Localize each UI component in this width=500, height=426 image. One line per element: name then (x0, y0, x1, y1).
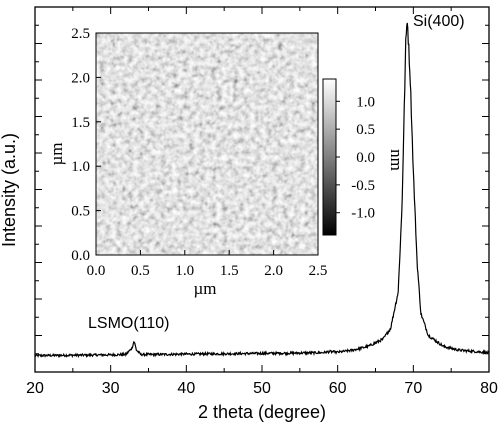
main-x-tick-label: 50 (253, 380, 271, 397)
main-x-tick-label: 20 (26, 380, 44, 397)
colorbar-tick-label: 0.0 (356, 150, 375, 166)
main-x-tick-label: 30 (102, 380, 120, 397)
colorbar-ticks: 1.0 0.5 0.0 -0.5 -1.0 (336, 94, 375, 222)
inset-x-label: µm (193, 279, 216, 298)
inset-x-tick-label: 1.0 (175, 263, 194, 279)
afm-image-frame (95, 32, 319, 256)
inset-x-tick-label: 2.0 (264, 263, 283, 279)
inset-y-tick-label: 0.0 (71, 248, 90, 264)
inset-x-tick-label: 2.5 (309, 263, 328, 279)
main-x-tick-label: 80 (480, 380, 498, 397)
inset-y-tick-label: 1.5 (71, 115, 90, 131)
afm-image (96, 33, 318, 255)
inset-x-tick-label: 0.5 (131, 263, 150, 279)
annotation-lsmo: LSMO(110) (88, 315, 170, 332)
colorbar-tick-label: -0.5 (351, 178, 375, 194)
main-x-tick-label: 70 (404, 380, 422, 397)
main-plot: 20 30 40 50 60 70 80 2 theta (degree) Intensit… (0, 6, 498, 422)
colorbar-tick-label: 1.0 (356, 94, 375, 110)
colorbar-label: nm (387, 149, 406, 171)
main-x-label: 2 theta (degree) (198, 402, 326, 422)
main-y-ticks (35, 6, 489, 373)
main-x-ticks: 20 30 40 50 60 70 80 (26, 7, 498, 397)
main-x-tick-label: 40 (177, 380, 195, 397)
inset-y-tick-label: 2.0 (71, 70, 90, 86)
inset-x-tick-label: 1.5 (220, 263, 239, 279)
inset-x-tick-label: 0.0 (87, 263, 106, 279)
inset-y-tick-label: 2.5 (71, 26, 90, 42)
xrd-line (34, 22, 490, 359)
annotation-si: Si(400) (413, 13, 465, 30)
colorbar-tick-label: -1.0 (351, 206, 375, 222)
main-y-label: Intensity (a.u.) (0, 133, 19, 247)
inset-y-tick-label: 0.5 (71, 204, 90, 220)
afm-inset: 0.0 0.5 1.0 1.5 2.0 2.5 0.0 0.5 1.0 1.5 2.0 2.5 µm… (47, 26, 406, 298)
colorbar-tick-label: 0.5 (356, 122, 375, 138)
colorbar (322, 78, 337, 236)
inset-y-tick-label: 1.0 (71, 159, 90, 175)
inset-y-label: µm (47, 142, 66, 165)
main-x-tick-label: 60 (329, 380, 347, 397)
inset-y-ticks: 0.0 0.5 1.0 1.5 2.0 2.5 (71, 26, 101, 264)
inset-x-ticks: 0.0 0.5 1.0 1.5 2.0 2.5 (87, 250, 328, 279)
